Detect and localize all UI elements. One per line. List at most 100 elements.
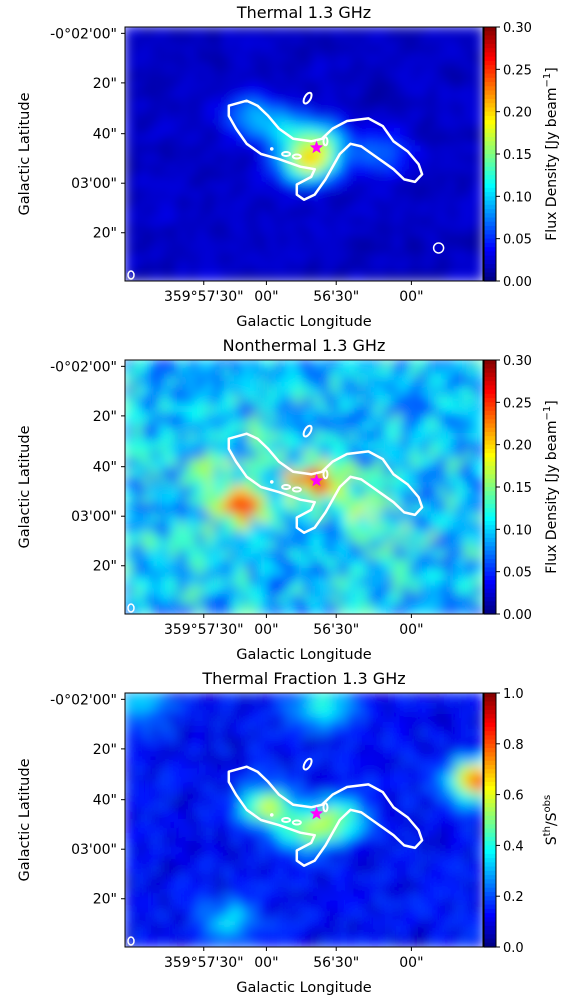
colorbar-segment (484, 166, 496, 172)
star-marker (309, 473, 324, 487)
colorbar-segment (484, 820, 496, 825)
colorbar-segment (484, 913, 496, 918)
colorbar-segment (484, 794, 496, 800)
x-axis-label: Galactic Longitude (236, 314, 371, 330)
contour-line (281, 817, 292, 823)
contour-line (322, 136, 329, 147)
colorbar-segment (484, 697, 496, 703)
colorbar-segment (484, 853, 496, 859)
colorbar-segment (484, 175, 496, 180)
colorbar-label: Sth/Sobs (542, 795, 560, 845)
colorbar-segment (484, 896, 496, 902)
colorbar-segment (484, 883, 496, 889)
colorbar-segment (484, 601, 496, 607)
colorbar-segment (484, 571, 496, 577)
colorbar-segment (484, 200, 496, 206)
colorbar-segment (484, 364, 496, 370)
colorbar-segment (484, 132, 496, 138)
colorbar-segment (484, 693, 496, 698)
colorbar-segment (484, 56, 496, 62)
colorbar-segment (484, 790, 496, 796)
contour-line (302, 91, 313, 105)
colorbar-segment (484, 862, 496, 868)
colorbar-segment (484, 436, 496, 442)
colorbar-segment (484, 162, 496, 168)
colorbar-segment (484, 773, 496, 779)
contour-line (227, 765, 424, 867)
colorbar-segment (484, 90, 496, 96)
colorbar-segment (484, 94, 496, 100)
contour-line (227, 432, 424, 534)
colorbar-segment (484, 786, 496, 791)
colorbar-segment (484, 120, 496, 125)
colorbar-segment (484, 769, 496, 775)
colorbar-segment (484, 921, 496, 927)
colorbar-tick-label: 0.20 (503, 106, 532, 121)
colorbar-segment (484, 609, 496, 615)
colorbar-segment (484, 743, 496, 749)
plot-frame (124, 26, 484, 282)
star-marker (309, 806, 324, 820)
contour-line (322, 469, 329, 480)
colorbar-segment (484, 709, 496, 715)
colorbar-segment (484, 431, 496, 437)
colorbar-segment (484, 276, 496, 282)
plot-frame (124, 692, 484, 948)
colorbar-tick-label: 0.00 (503, 608, 532, 623)
colorbar-segment (484, 52, 496, 58)
colorbar-tick-label: 0.0 (503, 941, 524, 956)
contour-line (302, 424, 313, 438)
colorbar-segment (484, 828, 496, 834)
colorbar-segment (484, 478, 496, 484)
y-tick-label: -0°02'00" (50, 359, 117, 375)
colorbar-segment (484, 402, 496, 408)
colorbar-segment (484, 406, 496, 412)
colorbar-segment (484, 495, 496, 501)
contour-line (269, 480, 274, 484)
colorbar-segment (484, 141, 496, 147)
colorbar-segment (484, 98, 496, 104)
x-tick-label: 359°57'30" (164, 289, 244, 305)
contour-line (291, 153, 302, 160)
colorbar-segment (484, 410, 496, 416)
colorbar-segment (484, 238, 496, 244)
colorbar-segment (484, 542, 496, 547)
colorbar-segment (484, 107, 496, 113)
colorbar-segment (484, 77, 496, 83)
contour-line (281, 151, 292, 157)
colorbar-segment (484, 592, 496, 598)
y-tick-label: 40" (93, 460, 117, 476)
chart-title: Thermal 1.3 GHz (236, 3, 371, 22)
colorbar-segment (484, 170, 496, 176)
colorbar-segment (484, 701, 496, 707)
colorbar-tick-label: 0.30 (503, 21, 532, 36)
colorbar-segment (484, 209, 496, 214)
contour-line (269, 147, 274, 151)
colorbar-segment (484, 389, 496, 395)
contour-line (269, 813, 274, 817)
colorbar-segment (484, 225, 496, 231)
colorbar-segment (484, 187, 496, 193)
colorbar-segment (484, 398, 496, 403)
colorbar-segment (484, 537, 496, 543)
chart-title: Thermal Fraction 1.3 GHz (201, 669, 405, 688)
y-tick-label: 20" (93, 409, 117, 425)
beam-ellipse (127, 603, 135, 613)
panel-thermal: Thermal 1.3 GHz 359°57'30" 00" 56'30" 00" -0°… (0, 0, 568, 333)
x-tick-label: 00" (399, 289, 423, 305)
colorbar-segment (484, 550, 496, 556)
colorbar-segment (484, 272, 496, 278)
colorbar-segment (484, 183, 496, 189)
colorbar-segment (484, 580, 496, 585)
colorbar-tick-label: 0.30 (503, 354, 532, 369)
colorbar-segment (484, 705, 496, 711)
colorbar-segment (484, 491, 496, 497)
colorbar-segment (484, 516, 496, 522)
colorbar-segment (484, 230, 496, 236)
colorbar-tick-label: 0.00 (503, 275, 532, 290)
colorbar-segment (484, 419, 496, 425)
y-tick-label: 03'00" (71, 509, 117, 525)
colorbar-segment (484, 756, 496, 762)
colorbar-segment (484, 836, 496, 842)
x-tick-label: 00" (254, 622, 278, 638)
